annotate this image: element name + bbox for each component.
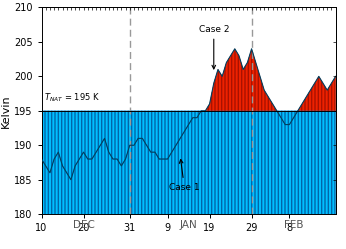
Y-axis label: Kelvin: Kelvin: [1, 94, 11, 128]
Text: Case 1: Case 1: [169, 160, 200, 192]
Text: $T_{NAT}$ = 195 K: $T_{NAT}$ = 195 K: [44, 91, 100, 104]
Text: JAN: JAN: [180, 220, 198, 230]
Text: Case 2: Case 2: [199, 25, 229, 69]
Text: DEC: DEC: [73, 220, 94, 230]
Text: FEB: FEB: [284, 220, 303, 230]
